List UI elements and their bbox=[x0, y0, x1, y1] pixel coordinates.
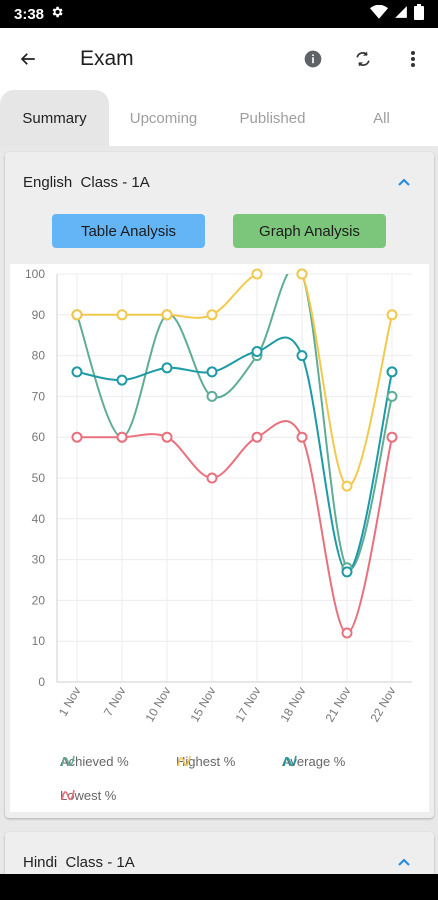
data-point-lowest bbox=[116, 431, 128, 443]
status-bar: 3:38 bbox=[0, 0, 438, 28]
legend-line-icon bbox=[283, 755, 297, 767]
card-title: English Class - 1A bbox=[23, 173, 150, 191]
y-tick-label: 70 bbox=[32, 389, 46, 403]
y-tick-label: 30 bbox=[32, 553, 46, 567]
gear-icon bbox=[50, 5, 64, 23]
data-point-average bbox=[161, 362, 173, 374]
data-point-highest bbox=[116, 309, 128, 321]
content-area: English Class - 1A Table Analysis Graph … bbox=[0, 146, 438, 874]
y-tick-label: 100 bbox=[25, 267, 45, 281]
data-point-lowest bbox=[71, 431, 83, 443]
data-point-average bbox=[206, 366, 218, 378]
data-point-lowest bbox=[296, 431, 308, 443]
exam-card-hindi: Hindi Class - 1A bbox=[5, 832, 434, 874]
y-tick-label: 20 bbox=[32, 593, 46, 607]
info-icon[interactable] bbox=[288, 34, 338, 84]
data-point-achieved bbox=[386, 390, 398, 402]
y-tick-label: 60 bbox=[32, 430, 46, 444]
y-tick-label: 90 bbox=[32, 308, 46, 322]
battery-icon bbox=[414, 4, 424, 24]
data-point-lowest bbox=[341, 627, 353, 639]
data-point-lowest bbox=[206, 472, 218, 484]
legend-label: Achieved % bbox=[60, 754, 129, 769]
tab-bar: Summary Upcoming Published All bbox=[0, 90, 438, 146]
legend-label: Highest % bbox=[176, 754, 236, 769]
x-tick-label: 10 Nov bbox=[142, 685, 173, 725]
data-point-highest bbox=[341, 480, 353, 492]
x-tick-label: 21 Nov bbox=[322, 685, 353, 725]
chart-legend: Achieved % Highest % Average % Lowest % bbox=[10, 736, 429, 812]
x-tick-label: 18 Nov bbox=[277, 685, 308, 725]
legend-label: Average % bbox=[282, 754, 346, 769]
card-header[interactable]: Hindi Class - 1A bbox=[5, 832, 434, 874]
chevron-up-icon[interactable] bbox=[392, 850, 416, 874]
table-analysis-button[interactable]: Table Analysis bbox=[52, 214, 205, 248]
legend-line-icon bbox=[177, 755, 191, 767]
more-vert-icon[interactable] bbox=[388, 34, 438, 84]
legend-item-lowest[interactable]: Lowest % bbox=[60, 788, 116, 803]
signal-icon bbox=[394, 5, 408, 23]
data-point-achieved bbox=[206, 390, 218, 402]
data-point-average bbox=[116, 374, 128, 386]
y-tick-label: 80 bbox=[32, 349, 46, 363]
data-point-average bbox=[386, 366, 398, 378]
x-tick-label: 22 Nov bbox=[367, 685, 398, 725]
card-header[interactable]: English Class - 1A bbox=[5, 152, 434, 212]
data-point-highest bbox=[161, 309, 173, 321]
status-time: 3:38 bbox=[14, 5, 45, 23]
page-title: Exam bbox=[80, 47, 134, 70]
data-point-average bbox=[251, 346, 263, 358]
y-tick-label: 50 bbox=[32, 471, 46, 485]
data-point-lowest bbox=[161, 431, 173, 443]
legend-item-highest[interactable]: Highest % bbox=[176, 754, 235, 769]
exam-card-english: English Class - 1A Table Analysis Graph … bbox=[5, 152, 434, 818]
series-markers bbox=[71, 268, 398, 639]
data-point-highest bbox=[206, 309, 218, 321]
wifi-icon bbox=[370, 4, 388, 23]
x-tick-label: 17 Nov bbox=[232, 685, 263, 725]
data-point-lowest bbox=[251, 431, 263, 443]
tab-published[interactable]: Published bbox=[239, 109, 306, 127]
data-point-average bbox=[71, 366, 83, 378]
tab-upcoming[interactable]: Upcoming bbox=[129, 109, 198, 127]
legend-item-achieved[interactable]: Achieved % bbox=[60, 754, 129, 769]
legend-line-icon bbox=[61, 789, 75, 801]
chevron-up-icon[interactable] bbox=[392, 170, 416, 194]
card-title: Hindi Class - 1A bbox=[23, 853, 135, 871]
y-tick-label: 10 bbox=[32, 634, 46, 648]
data-point-highest bbox=[386, 309, 398, 321]
series-line-average bbox=[76, 336, 393, 573]
back-arrow-icon[interactable] bbox=[0, 28, 56, 90]
data-point-lowest bbox=[386, 431, 398, 443]
x-tick-label: 15 Nov bbox=[187, 685, 218, 725]
app-bar: Exam bbox=[0, 28, 438, 90]
y-tick-label: 40 bbox=[32, 512, 46, 526]
data-point-average bbox=[341, 566, 353, 578]
x-tick-label: 1 Nov bbox=[56, 685, 84, 719]
x-tick-label: 7 Nov bbox=[101, 685, 129, 719]
chart-panel: 0 10 20 30 40 50 60 70 80 90 100 1 Nov 7 Nov 10 Nov 15… bbox=[10, 264, 429, 812]
line-chart: 0 10 20 30 40 50 60 70 80 90 100 1 Nov 7 Nov 10 Nov 15… bbox=[25, 267, 412, 725]
tab-summary[interactable]: Summary bbox=[0, 90, 109, 146]
data-point-highest bbox=[296, 268, 308, 280]
legend-item-average[interactable]: Average % bbox=[282, 754, 345, 769]
data-point-highest bbox=[251, 268, 263, 280]
graph-analysis-button[interactable]: Graph Analysis bbox=[233, 214, 386, 248]
tab-all[interactable]: All bbox=[373, 109, 390, 127]
data-point-average bbox=[296, 350, 308, 362]
y-tick-label: 0 bbox=[38, 675, 45, 689]
legend-line-icon bbox=[61, 755, 75, 767]
system-nav-bar bbox=[0, 874, 438, 900]
series-line-lowest bbox=[77, 420, 393, 635]
data-point-highest bbox=[71, 309, 83, 321]
refresh-icon[interactable] bbox=[338, 34, 388, 84]
